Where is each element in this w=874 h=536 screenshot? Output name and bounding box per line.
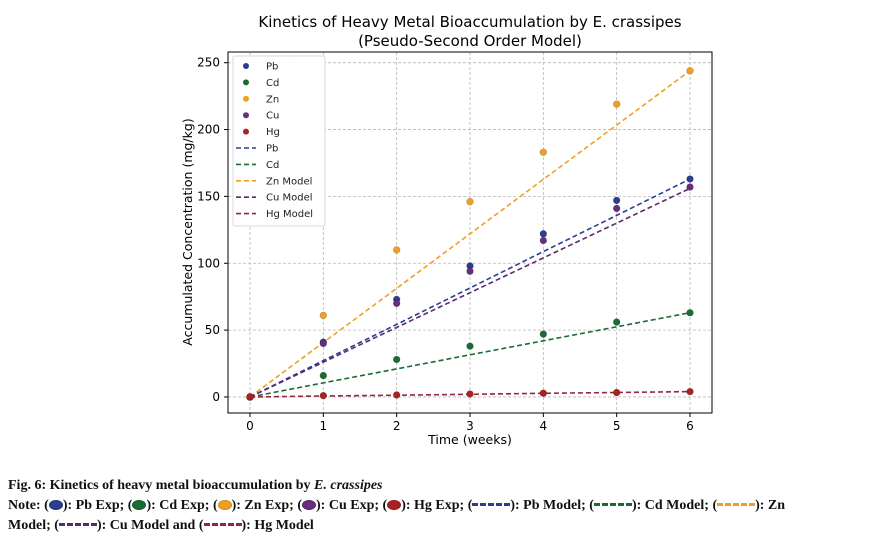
cd-exp-point (686, 309, 694, 317)
hg-exp-point (466, 390, 474, 398)
caption-title-text: Fig. 6: Kinetics of heavy metal bioaccum… (8, 478, 315, 493)
caption-swatch (48, 500, 63, 510)
legend-box (232, 55, 326, 227)
caption-note-item: ): Cd Exp; ( (146, 498, 218, 513)
caption-note-item: ): Pb Model; ( (510, 498, 594, 513)
legend-marker (243, 128, 249, 135)
chart: Kinetics of Heavy Metal Bioaccumulation … (180, 13, 713, 447)
caption-note-prefix: Note: ( (8, 498, 49, 513)
cd-model-line (249, 311, 691, 398)
caption-swatch (387, 500, 402, 510)
caption-note-item: ): Hg Model (241, 518, 314, 533)
cd-exp-point (539, 330, 548, 338)
chart-title: Kinetics of Heavy Metal Bioaccumulation … (258, 13, 681, 31)
cd-exp-point (392, 355, 401, 364)
x-tick-label: 2 (393, 419, 401, 433)
y-tick-label: 200 (197, 123, 220, 137)
caption-note-item: ): Cu Model and ( (96, 518, 204, 533)
caption-note-item: ): Hg Exp; ( (401, 498, 473, 513)
legend-label: Cu Model (266, 193, 313, 204)
hg-exp-point (319, 391, 328, 400)
caption-note-item: ): Pb Exp; ( (62, 498, 133, 513)
cd-exp-point (612, 318, 621, 326)
pb-exp-point (686, 175, 694, 183)
cu-exp-point (392, 299, 401, 308)
x-axis-label: Time (weeks) (427, 432, 512, 447)
cu-model-line (249, 187, 691, 398)
legend-label: Zn (266, 94, 279, 105)
caption-swatch (217, 500, 232, 510)
caption-note-item: ): Zn (755, 498, 786, 513)
caption-note-item: ): Cu Exp; ( (316, 498, 388, 513)
legend-label: Hg Model (266, 209, 313, 220)
legend-marker (243, 79, 249, 86)
cd-exp-point (466, 342, 474, 350)
legend-label: Pb (266, 62, 278, 73)
zn-exp-point (466, 198, 474, 206)
hg-exp-point (246, 393, 254, 401)
experimental-points (246, 67, 694, 401)
hg-exp-point (612, 388, 621, 397)
x-tick-label: 4 (540, 419, 548, 433)
caption-swatch (132, 500, 147, 510)
zn-exp-point (319, 311, 328, 320)
figure-caption: Fig. 6: Kinetics of heavy metal bioaccum… (8, 476, 870, 536)
cu-exp-point (466, 267, 474, 275)
cu-exp-point (686, 183, 694, 191)
caption-swatch (302, 500, 317, 510)
caption-title: Fig. 6: Kinetics of heavy metal bioaccum… (8, 476, 870, 496)
x-tick-label: 3 (466, 419, 474, 433)
caption-swatch (472, 503, 511, 506)
x-tick-label: 5 (613, 419, 621, 433)
cu-exp-point (612, 204, 621, 213)
caption-swatch (717, 503, 756, 506)
y-tick-label: 0 (212, 390, 220, 404)
hg-exp-point (539, 389, 548, 397)
y-axis-ticks: 0 50 100 150 200 250 (197, 56, 228, 404)
y-tick-label: 100 (197, 256, 220, 270)
legend-label: Hg (266, 127, 280, 138)
y-tick-label: 250 (197, 56, 220, 70)
legend-label: Zn Model (266, 176, 312, 187)
caption-note-line: Note: ( ): Pb Exp; ( ): Cd Exp; ( ): Zn Exp… (8, 496, 870, 516)
y-axis-label: Accumulated Concentration (mg/kg) (180, 118, 195, 345)
legend-label: Cd (266, 160, 279, 171)
zn-exp-point (686, 67, 694, 75)
caption-swatch (593, 503, 632, 506)
caption-title-species: E. crassipes (314, 478, 383, 493)
hg-exp-point (392, 391, 401, 399)
zn-exp-point (539, 148, 548, 156)
pb-exp-point (539, 230, 548, 238)
caption-swatch (58, 523, 97, 526)
x-tick-label: 1 (320, 419, 328, 433)
caption-note-item: ): Zn Exp; ( (231, 498, 303, 513)
y-tick-label: 150 (197, 189, 220, 203)
legend-marker (243, 95, 249, 102)
x-axis-ticks: 0 1 2 3 4 5 6 (246, 413, 694, 433)
caption-note-prefix: Model; ( (8, 518, 59, 533)
caption-note-item: ): Cd Model; ( (631, 498, 718, 513)
zn-exp-point (392, 246, 401, 254)
x-tick-label: 6 (686, 419, 694, 433)
cu-exp-point (319, 339, 328, 348)
legend-marker (243, 112, 249, 119)
legend-label: Cd (266, 78, 279, 89)
legend-label: Pb (266, 144, 278, 155)
cd-exp-point (319, 371, 328, 380)
pb-model-line (249, 178, 691, 398)
zn-exp-point (612, 100, 621, 108)
legend-marker (243, 63, 249, 69)
legend-label: Cu (266, 111, 279, 122)
legend: Pb Cd Zn Cu Hg Pb Cd Zn Model Cu Model Hg Model (232, 55, 326, 227)
caption-note-line: Model; ( ): Cu Model and ( ): Hg Model (8, 516, 870, 536)
chart-subtitle: (Pseudo-Second Order Model) (358, 32, 582, 50)
pb-exp-point (612, 196, 621, 205)
x-tick-label: 0 (246, 419, 254, 433)
y-tick-label: 50 (205, 323, 220, 337)
caption-swatch (203, 523, 242, 526)
hg-exp-point (686, 387, 694, 396)
cu-exp-point (539, 236, 548, 245)
